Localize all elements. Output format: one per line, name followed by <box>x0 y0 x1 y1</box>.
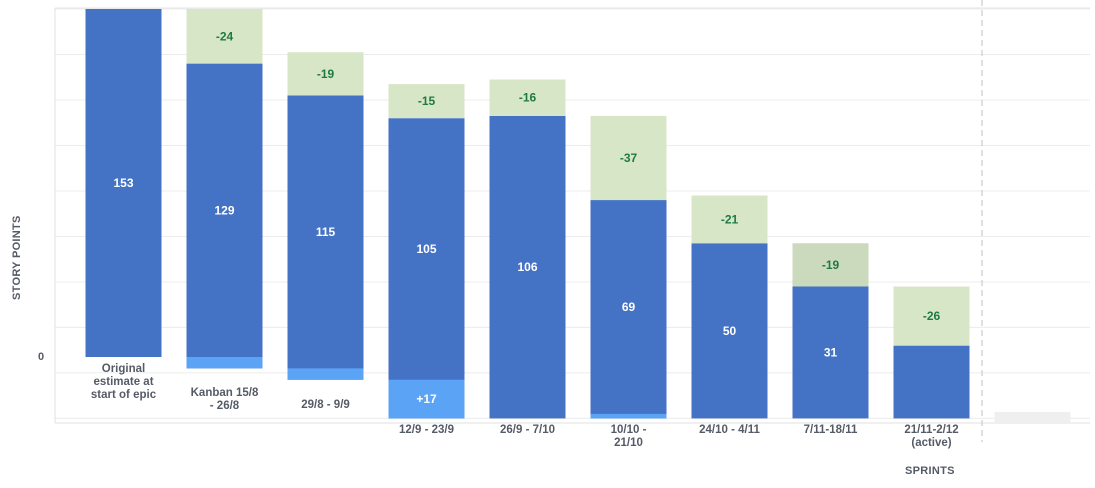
completed-label: -24 <box>216 29 234 43</box>
category-label: 12/9 - 23/9 <box>377 424 477 437</box>
category-label: Original estimate at start of epic <box>74 363 174 402</box>
scope-change-bar <box>186 357 263 369</box>
completed-bar <box>691 195 768 244</box>
category-label-line: 29/8 - 9/9 <box>301 398 350 411</box>
remaining-label: 153 <box>113 176 133 190</box>
category-label: 10/10 -21/10 <box>579 424 679 450</box>
remaining-bar <box>691 243 768 419</box>
remaining-label: 50 <box>723 324 737 338</box>
remaining-bar <box>893 345 970 419</box>
category-label: 26/9 - 7/10 <box>478 424 578 437</box>
y-axis-title: STORY POINTS <box>11 215 23 300</box>
completed-label: -21 <box>721 212 739 226</box>
scope-change-bar <box>590 413 667 419</box>
remaining-bar <box>85 9 162 357</box>
remaining-label: 105 <box>416 242 436 256</box>
completed-bar <box>893 286 970 346</box>
x-axis-title: SPRINTS <box>905 465 955 477</box>
completed-label: -19 <box>317 67 335 81</box>
category-label: 7/11-18/11 <box>781 424 881 437</box>
category-label: 21/11-2/12 (active) <box>882 424 982 450</box>
scope-change-label: +17 <box>416 392 437 406</box>
category-label-line: - 26/8 <box>209 400 240 413</box>
completed-label: -19 <box>822 258 840 272</box>
scope-change-bar <box>287 368 364 380</box>
category-label-line: 12/9 - 23/9 <box>399 424 454 436</box>
category-label-line: 21/11-2/12 <box>904 424 959 436</box>
category-label-line: Original <box>101 363 146 375</box>
category-label: 29/8 - 9/9 <box>276 399 376 412</box>
y-tick-zero: 0 <box>38 351 45 363</box>
completed-label: -37 <box>620 151 638 165</box>
remaining-label: 115 <box>316 225 336 239</box>
category-label-line: estimate at <box>93 376 154 388</box>
remaining-bar <box>287 95 364 380</box>
completed-bar <box>186 9 263 64</box>
remaining-bar <box>590 200 667 419</box>
remaining-label: 31 <box>824 345 838 359</box>
remaining-bar <box>792 286 869 419</box>
remaining-label: 129 <box>214 203 234 217</box>
completed-label: -26 <box>923 309 941 323</box>
completed-label: -16 <box>519 91 537 105</box>
remaining-bar <box>388 118 465 419</box>
category-label-line: (active) <box>911 437 952 449</box>
completed-bar <box>590 115 667 201</box>
completed-bar <box>792 243 869 287</box>
category-label-line: Kanban 15/8 <box>190 387 259 400</box>
completed-bar <box>489 79 566 116</box>
completed-bar <box>287 52 364 96</box>
category-label-line: 26/9 - 7/10 <box>500 424 555 436</box>
future-placeholder-bar <box>994 412 1071 423</box>
remaining-bar <box>489 115 566 419</box>
category-label-line: 24/10 - 4/11 <box>699 424 760 436</box>
remaining-bar <box>186 63 263 369</box>
category-label-line: 21/10 <box>614 437 643 449</box>
category-label-line: 7/11-18/11 <box>803 424 858 436</box>
completed-bar <box>388 84 465 119</box>
category-label: Kanban 15/8- 26/8 <box>175 387 275 413</box>
scope-change-bar <box>388 379 465 419</box>
category-label: 24/10 - 4/11 <box>680 424 780 437</box>
category-label-line: start of epic <box>90 389 157 401</box>
remaining-label: 106 <box>517 260 537 274</box>
remaining-label: 69 <box>622 300 636 314</box>
category-label-line: 10/10 - <box>610 424 647 436</box>
completed-label: -15 <box>418 94 436 108</box>
